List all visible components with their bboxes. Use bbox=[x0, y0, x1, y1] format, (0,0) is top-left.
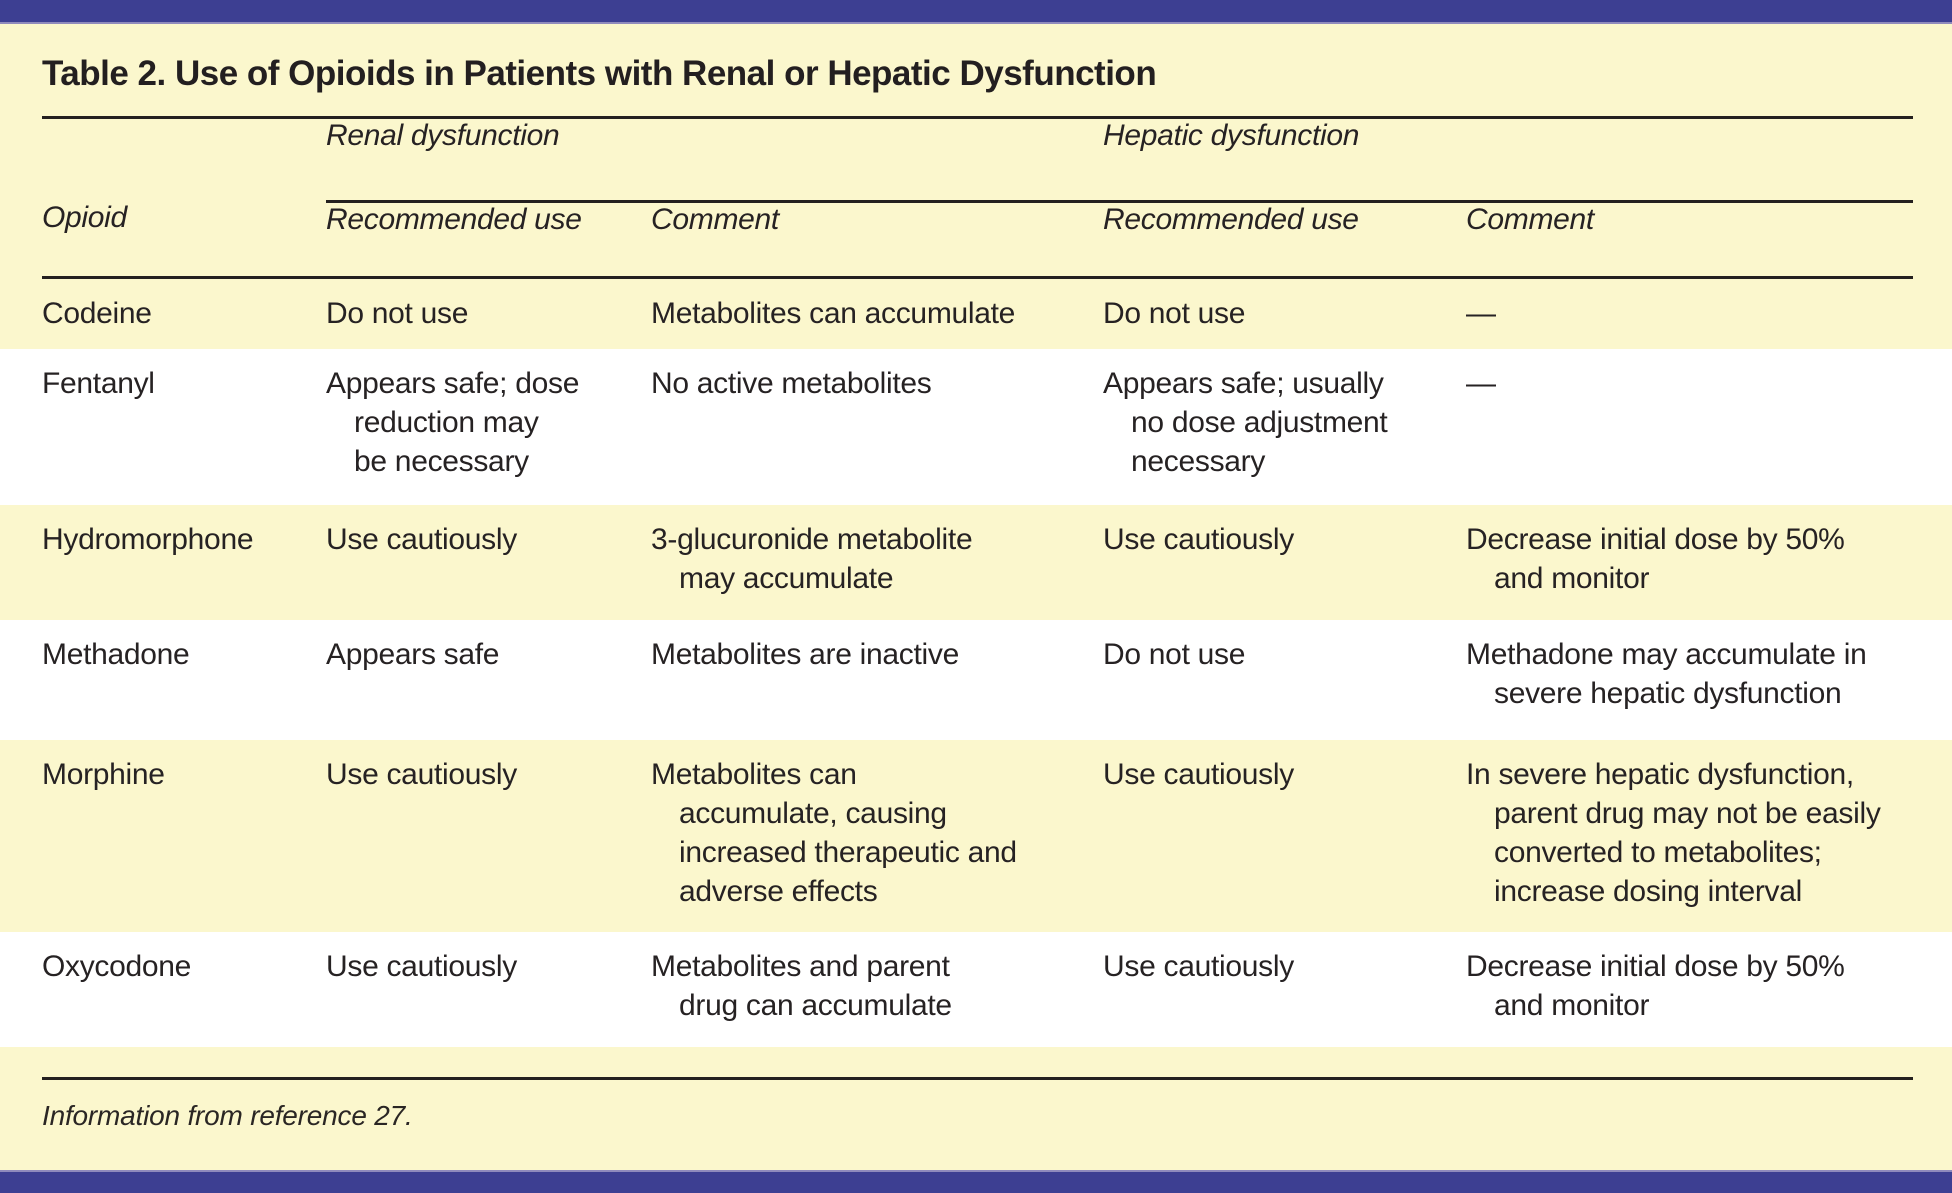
column-header-hepatic-use: Recommended use bbox=[1103, 201, 1467, 279]
spacer-cell bbox=[1913, 620, 1952, 740]
cell-opioid: Hydromorphone bbox=[42, 523, 254, 556]
cell-renal-comment: 3-glucuronide metabolite may accumulate bbox=[651, 523, 973, 595]
opioid-dysfunction-table: Renal dysfunction Hepatic dysfunction Op… bbox=[0, 119, 1952, 1047]
column-header-row: Opioid Recommended use Comment Recommend… bbox=[0, 201, 1952, 279]
cell-renal-use: Use cautiously bbox=[326, 523, 517, 556]
cell-hepatic-use: Use cautiously bbox=[1103, 950, 1294, 983]
cell-hepatic-use: Appears safe; usually no dose adjustment… bbox=[1103, 367, 1388, 478]
cell-opioid: Methadone bbox=[42, 638, 190, 671]
cell-renal-use: Use cautiously bbox=[326, 758, 517, 791]
spacer-cell bbox=[1913, 201, 1952, 277]
cell-renal-comment: Metabolites can accumulate bbox=[651, 296, 1016, 330]
table-closing-rule bbox=[42, 1077, 1913, 1080]
cell-opioid: Oxycodone bbox=[42, 950, 192, 983]
cell-renal-use: Appears safe; dose reduction may be nece… bbox=[326, 367, 580, 478]
column-header-renal-use: Recommended use bbox=[326, 201, 651, 279]
table-row-hydromorphone: Hydromorphone Use cautiously 3-glucuroni… bbox=[0, 505, 1952, 620]
spacer-cell bbox=[1913, 349, 1952, 505]
cell-hepatic-use: Do not use bbox=[1103, 638, 1246, 671]
cell-hepatic-use: Use cautiously bbox=[1103, 758, 1294, 791]
spacer-cell bbox=[0, 620, 42, 740]
column-header-renal-comment: Comment bbox=[651, 201, 1104, 279]
cell-hepatic-comment: Methadone may accumulate in severe hepat… bbox=[1466, 638, 1867, 710]
table-row-oxycodone: Oxycodone Use cautiously Metabolites and… bbox=[0, 932, 1952, 1047]
cell-hepatic-comment: Decrease initial dose by 50% and monitor bbox=[1466, 950, 1845, 1022]
column-header-opioid: Opioid bbox=[42, 201, 326, 279]
cell-hepatic-use: Do not use bbox=[1103, 296, 1246, 330]
table-title: Table 2. Use of Opioids in Patients with… bbox=[42, 54, 1157, 93]
group-header-row: Renal dysfunction Hepatic dysfunction bbox=[0, 119, 1952, 203]
top-accent-bar bbox=[0, 0, 1952, 24]
spacer-cell bbox=[0, 349, 42, 505]
spacer-cell bbox=[0, 277, 42, 349]
table-row-methadone: Methadone Appears safe Metabolites are i… bbox=[0, 620, 1952, 740]
spacer-cell bbox=[0, 740, 42, 932]
cell-hepatic-comment: — bbox=[1466, 367, 1496, 400]
cell-opioid: Morphine bbox=[42, 758, 165, 791]
table-row-morphine: Morphine Use cautiously Metabolites can … bbox=[0, 740, 1952, 932]
spacer-cell bbox=[42, 119, 326, 201]
spacer-cell bbox=[0, 119, 42, 201]
spacer-cell bbox=[1913, 740, 1952, 932]
title-rule bbox=[42, 116, 1913, 119]
table-row-codeine: Codeine Do not use Metabolites can accum… bbox=[0, 277, 1952, 349]
spacer-cell bbox=[0, 932, 42, 1047]
cell-renal-comment: No active metabolites bbox=[651, 367, 932, 400]
cell-hepatic-comment: Decrease initial dose by 50% and monitor bbox=[1466, 523, 1845, 595]
column-header-hepatic-comment: Comment bbox=[1466, 201, 1914, 279]
table-row-fentanyl: Fentanyl Appears safe; dose reduction ma… bbox=[0, 349, 1952, 505]
spacer-cell bbox=[0, 505, 42, 620]
spacer-cell bbox=[1913, 277, 1952, 349]
cell-opioid: Fentanyl bbox=[42, 367, 155, 400]
cell-hepatic-comment: — bbox=[1466, 296, 1496, 330]
cell-renal-comment: Metabolites can accumulate, causing incr… bbox=[651, 758, 1017, 908]
cell-opioid: Codeine bbox=[42, 296, 152, 330]
group-header-renal: Renal dysfunction bbox=[326, 119, 1104, 203]
bottom-accent-bar bbox=[0, 1170, 1952, 1193]
cell-renal-use: Do not use bbox=[326, 296, 469, 330]
cell-renal-use: Appears safe bbox=[326, 638, 500, 671]
cell-renal-comment: Metabolites and parent drug can accumula… bbox=[651, 950, 952, 1022]
spacer-cell bbox=[1913, 119, 1952, 201]
group-header-hepatic: Hepatic dysfunction bbox=[1103, 119, 1914, 203]
spacer-cell bbox=[1913, 505, 1952, 620]
cell-hepatic-use: Use cautiously bbox=[1103, 523, 1294, 556]
spacer-cell bbox=[1913, 932, 1952, 1047]
cell-hepatic-comment: In severe hepatic dysfunction, parent dr… bbox=[1466, 758, 1881, 908]
cell-renal-use: Use cautiously bbox=[326, 950, 517, 983]
table-footnote: Information from reference 27. bbox=[42, 1100, 413, 1131]
cell-renal-comment: Metabolites are inactive bbox=[651, 638, 959, 671]
spacer-cell bbox=[0, 201, 42, 277]
